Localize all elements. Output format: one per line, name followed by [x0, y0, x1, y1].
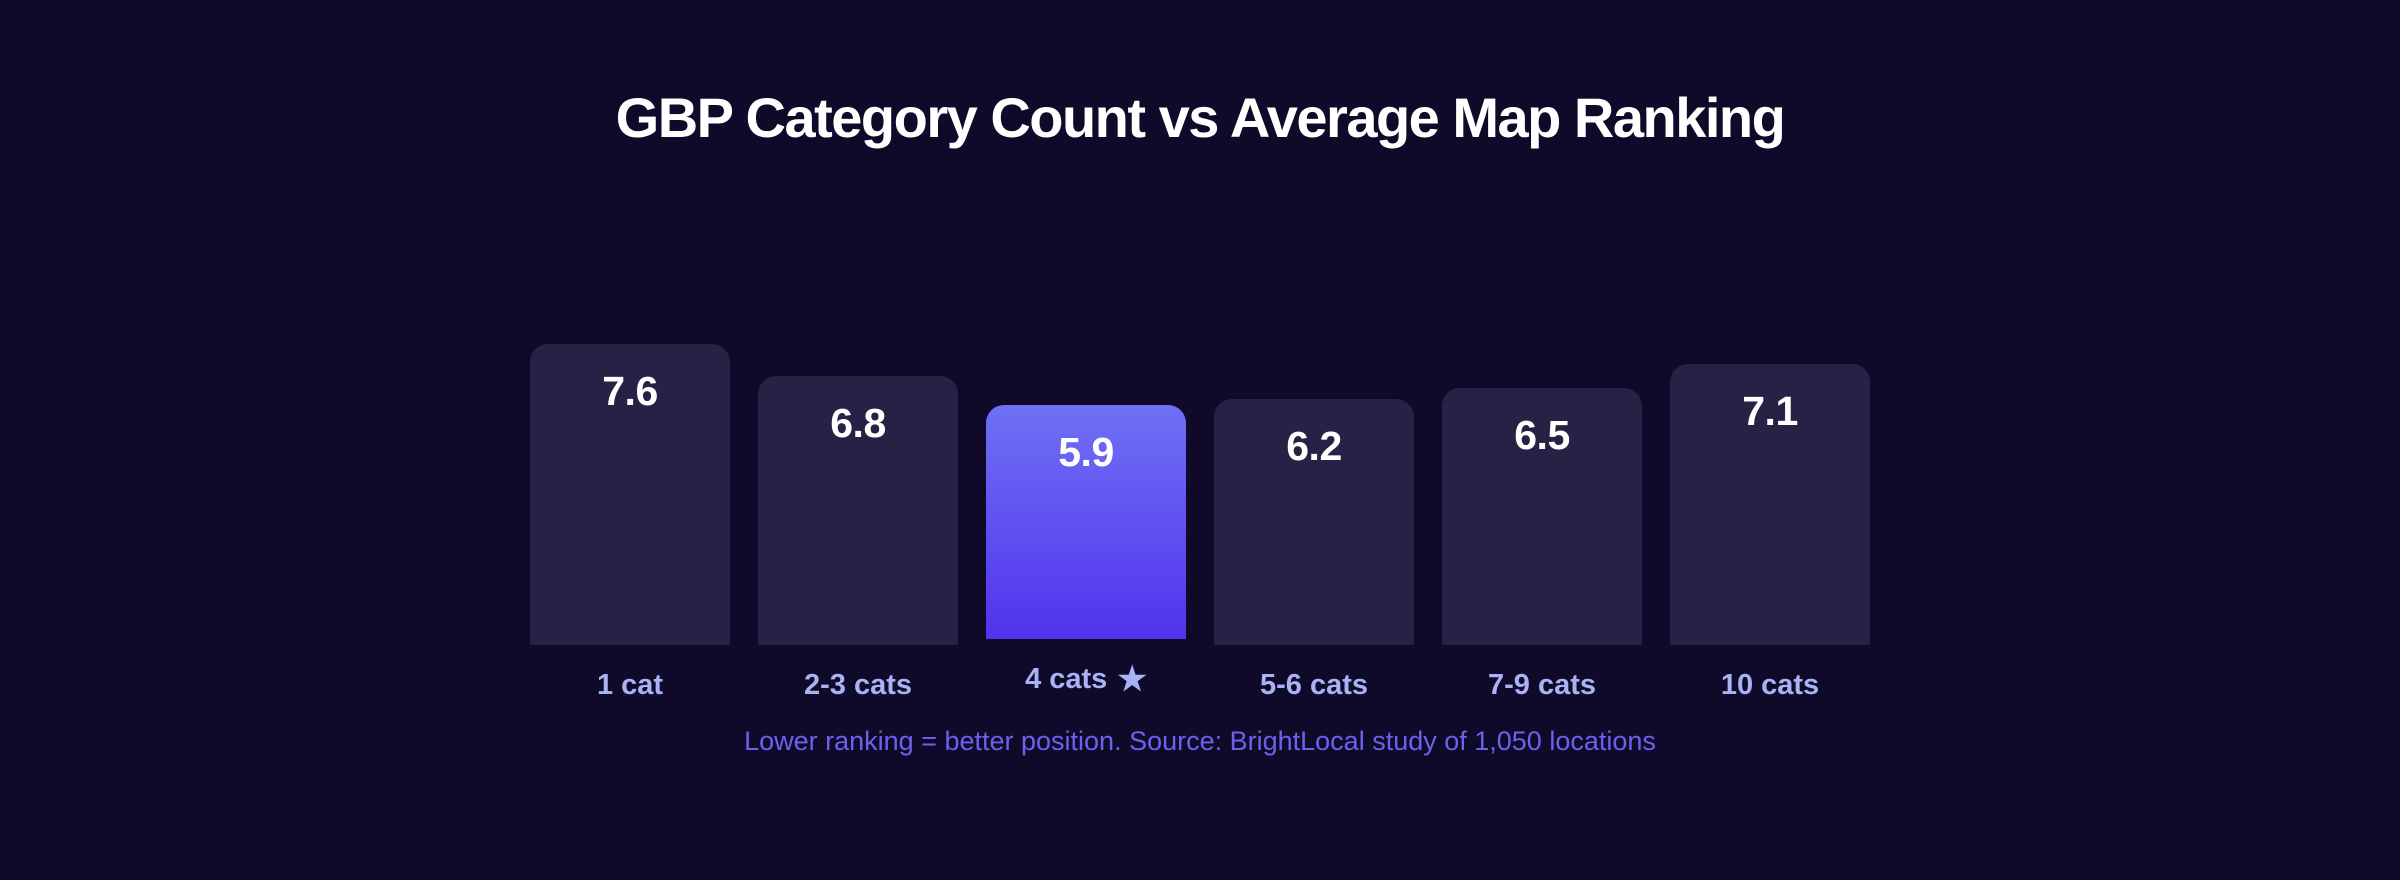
bar-label-text-5-6-cats: 5-6 cats [1259, 669, 1368, 701]
bar-label-2-3-cats: 2-3 cats [804, 665, 912, 705]
bar-column-5-6-cats: 6.2 5-6 cats [1214, 399, 1414, 705]
bar-1-cat: 7.6 [530, 344, 730, 645]
bar-label-text-10-cats: 10 cats [1720, 669, 1820, 701]
bar-label-5-6-cats: 5-6 cats [1260, 665, 1368, 705]
bar-column-10-cats: 7.1 10 cats [1670, 364, 1870, 705]
bar-2-3-cats: 6.8 [758, 376, 958, 645]
bar-column-4-cats: 5.9 4 cats ★ [986, 405, 1186, 699]
bar-value-1-cat: 7.6 [602, 368, 658, 414]
bar-value-4-cats: 5.9 [1058, 429, 1114, 475]
bar-label-10-cats: 10 cats [1721, 665, 1819, 705]
bar-label-text-2-3-cats: 2-3 cats [803, 669, 912, 701]
bar-4-cats: 5.9 [986, 405, 1186, 639]
bar-10-cats: 7.1 [1670, 364, 1870, 645]
bar-label-text-1-cat: 1 cat [596, 669, 664, 701]
star-icon: ★ [1117, 660, 1147, 697]
bar-value-10-cats: 7.1 [1742, 388, 1798, 434]
bar-label-text-4-cats: 4 cats [1025, 663, 1108, 695]
bar-chart: 7.6 1 cat 6.8 2-3 cats 5.9 4 cats ★ 6.2 5-6 cats… [530, 344, 1870, 705]
bar-label-1-cat: 1 cat [597, 665, 663, 705]
bar-5-6-cats: 6.2 [1214, 399, 1414, 645]
bar-label-7-9-cats: 7-9 cats [1488, 665, 1596, 705]
bar-column-1-cat: 7.6 1 cat [530, 344, 730, 705]
bar-value-5-6-cats: 6.2 [1286, 423, 1342, 469]
bar-label-text-7-9-cats: 7-9 cats [1487, 669, 1596, 701]
bar-column-2-3-cats: 6.8 2-3 cats [758, 376, 958, 705]
bar-value-7-9-cats: 6.5 [1514, 412, 1570, 458]
bar-value-2-3-cats: 6.8 [830, 400, 886, 446]
bar-label-4-cats: 4 cats ★ [1025, 659, 1147, 699]
chart-footnote: Lower ranking = better position. Source:… [744, 726, 1656, 756]
bar-7-9-cats: 6.5 [1442, 388, 1642, 645]
bar-column-7-9-cats: 6.5 7-9 cats [1442, 388, 1642, 705]
chart-title: GBP Category Count vs Average Map Rankin… [615, 86, 1786, 149]
